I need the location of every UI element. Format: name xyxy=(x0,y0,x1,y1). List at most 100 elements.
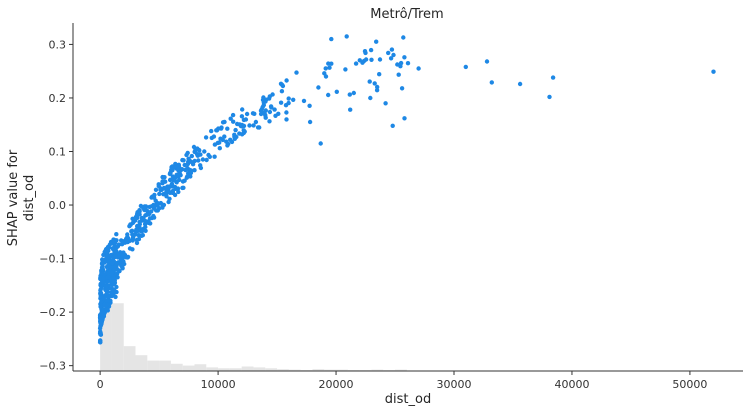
data-point xyxy=(318,141,323,146)
data-point xyxy=(125,234,130,240)
data-point xyxy=(133,232,138,237)
data-point xyxy=(180,157,185,163)
data-point xyxy=(123,255,129,260)
histogram-bar xyxy=(336,369,348,371)
data-point xyxy=(100,258,106,263)
data-point xyxy=(399,86,405,91)
data-point xyxy=(102,303,108,308)
data-point xyxy=(372,81,377,86)
data-point xyxy=(127,238,132,243)
data-point xyxy=(143,219,148,224)
data-point xyxy=(347,92,352,97)
data-point xyxy=(261,110,267,116)
data-point xyxy=(134,240,140,246)
data-point xyxy=(389,47,395,52)
data-point xyxy=(171,165,176,171)
data-point xyxy=(105,279,110,284)
scatter-points xyxy=(97,34,716,345)
x-axis-title: dist_od xyxy=(385,392,431,407)
data-point xyxy=(390,123,395,128)
data-point xyxy=(104,283,109,289)
data-point xyxy=(230,112,236,118)
data-point xyxy=(260,104,265,110)
data-point xyxy=(272,107,277,112)
data-point xyxy=(351,90,356,96)
y-tick-label: −0.2 xyxy=(39,306,66,319)
histogram-bar xyxy=(253,367,266,371)
data-point xyxy=(103,287,108,293)
data-point xyxy=(269,105,274,110)
data-point xyxy=(204,157,209,163)
data-point xyxy=(278,100,284,105)
data-point xyxy=(168,170,173,176)
data-point xyxy=(237,131,242,136)
data-point xyxy=(267,119,272,124)
histogram-bar xyxy=(218,368,230,371)
data-point xyxy=(98,316,103,321)
data-point xyxy=(398,60,404,66)
data-point xyxy=(353,61,359,66)
data-point xyxy=(255,125,261,130)
histogram-bar xyxy=(229,368,242,371)
x-tick-label: 20000 xyxy=(319,378,354,391)
data-point xyxy=(327,65,332,70)
histogram-bar xyxy=(123,346,136,371)
data-point xyxy=(97,326,103,331)
data-point xyxy=(212,142,218,147)
data-point xyxy=(212,154,217,159)
y-tick-label: −0.1 xyxy=(39,253,66,266)
data-point xyxy=(218,136,223,141)
histogram-bar xyxy=(395,369,407,371)
data-point xyxy=(185,174,190,179)
data-point xyxy=(517,81,523,87)
chart-title: Metrô/Trem xyxy=(370,7,443,22)
histogram-bar xyxy=(111,303,124,371)
data-point xyxy=(101,276,106,281)
data-point xyxy=(203,135,209,140)
data-point xyxy=(284,78,289,83)
data-point xyxy=(105,274,111,280)
data-point xyxy=(105,253,110,258)
data-point xyxy=(175,186,181,191)
data-point xyxy=(153,187,159,192)
data-point xyxy=(188,159,194,164)
data-point xyxy=(177,177,182,183)
data-point xyxy=(183,167,188,173)
data-point xyxy=(192,168,197,173)
data-point xyxy=(158,186,163,191)
data-point xyxy=(247,123,252,128)
data-point xyxy=(106,294,111,299)
data-point xyxy=(98,338,103,343)
data-point xyxy=(103,248,108,253)
data-point xyxy=(405,61,411,66)
data-point xyxy=(134,227,139,232)
data-point xyxy=(98,330,103,336)
data-point xyxy=(105,244,111,250)
data-point xyxy=(140,228,145,234)
data-point xyxy=(284,117,289,122)
data-point xyxy=(229,139,235,145)
data-point xyxy=(198,165,204,171)
y-axis-ticks: −0.3 −0.2 −0.1 0.0 0.1 0.2 0.3 xyxy=(39,38,73,373)
data-point xyxy=(202,149,207,154)
data-point xyxy=(100,279,105,285)
data-point xyxy=(253,119,259,125)
y-axis-title-line-1: SHAP value for xyxy=(6,149,21,246)
data-point xyxy=(363,57,369,62)
data-point xyxy=(192,158,197,164)
data-point xyxy=(374,88,380,93)
data-point xyxy=(301,98,307,104)
data-point xyxy=(463,64,468,70)
data-point xyxy=(157,191,162,197)
data-point xyxy=(101,296,107,301)
data-point xyxy=(195,153,200,158)
data-point xyxy=(170,190,176,195)
data-point xyxy=(244,111,250,117)
data-point xyxy=(375,84,380,90)
data-point xyxy=(188,168,194,173)
data-point xyxy=(148,221,153,226)
data-point xyxy=(240,107,245,112)
data-point xyxy=(113,254,118,259)
data-point xyxy=(209,128,214,134)
data-point xyxy=(189,153,194,159)
